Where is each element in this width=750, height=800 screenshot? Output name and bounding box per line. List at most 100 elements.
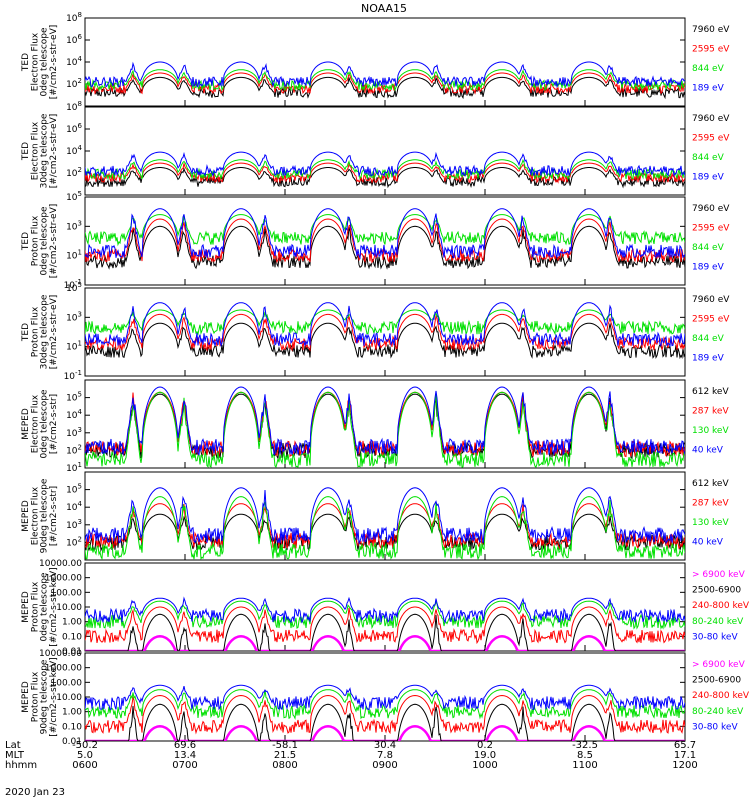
footer-value: 19.0: [474, 750, 496, 761]
series-red: [85, 694, 685, 735]
y-tick-label: 0.10: [62, 722, 82, 732]
legend-entry: 844 eV: [692, 334, 725, 344]
y-tick-label: 105: [66, 391, 82, 404]
panel-frame: [84, 287, 686, 377]
y-tick-label: 101: [66, 249, 82, 262]
y-tick-label: 1.00: [62, 618, 82, 628]
y-tick-label: 100.00: [51, 588, 83, 598]
y-axis-label: MEPEDProton Flux0deg telescope[#/cm2-s-s…: [21, 567, 59, 646]
legend-entry: 287 keV: [692, 407, 729, 417]
panel-frame: [84, 106, 686, 196]
series-group: [85, 487, 685, 560]
legend-entry: 612 keV: [692, 479, 729, 489]
footer-value: 1200: [672, 760, 697, 771]
y-tick-label: 0.01: [62, 647, 82, 657]
series-group: [85, 386, 685, 468]
footer-row-label: hhmm: [5, 760, 37, 771]
legend-entry: 844 eV: [692, 153, 725, 163]
y-tick-label: 10000.00: [39, 649, 82, 659]
date-label: 2020 Jan 23: [5, 787, 65, 798]
y-tick-label: 105: [66, 190, 82, 203]
series-green: [85, 689, 685, 720]
footer-value: 0600: [72, 760, 97, 771]
y-axis-label: MEPEDProton Flux90deg telescope[#/cm2-s-…: [21, 657, 59, 736]
legend-entry: > 6900 keV: [692, 570, 746, 580]
footer-value: 0900: [372, 760, 397, 771]
series-red: [85, 162, 685, 184]
series-blue: [85, 487, 685, 545]
legend-entry: 240-800 keV: [692, 601, 750, 611]
legend-entry: 844 eV: [692, 64, 725, 74]
legend-entry: 130 keV: [692, 426, 729, 436]
y-tick-label: 105: [66, 483, 82, 496]
series-group: [85, 151, 685, 189]
series-red: [85, 72, 685, 96]
y-tick-label: 104: [66, 55, 82, 68]
y-axis-label: MEPEDElectron Flux0deg telescope[#/cm2-s…: [21, 389, 59, 459]
series-group: [85, 596, 685, 651]
series-black: [85, 703, 685, 741]
series-green: [85, 391, 685, 468]
y-tick-label: 100.00: [51, 678, 83, 688]
y-tick-label: 103: [66, 310, 82, 323]
footer-value: 17.1: [674, 750, 696, 761]
series-magenta: [85, 635, 685, 651]
y-tick-label: 0.10: [62, 632, 82, 642]
y-tick-label: 10.00: [56, 693, 82, 703]
y-tick-label: 102: [66, 166, 82, 179]
series-group: [85, 208, 685, 270]
y-tick-label: 1000.00: [45, 574, 82, 584]
y-tick-label: 0.01: [62, 737, 82, 747]
series-black: [85, 613, 685, 651]
legend-entry: 40 keV: [692, 538, 724, 548]
footer-value: -32.5: [572, 740, 598, 751]
panel-meped-proton-0deg: 0.010.101.0010.00100.001000.0010000.00ME…: [21, 559, 750, 657]
legend-entry: 80-240 keV: [692, 617, 744, 627]
series-red: [85, 313, 685, 352]
footer-value: 0700: [172, 760, 197, 771]
y-tick-label: 104: [66, 500, 82, 513]
y-axis-label: MEPEDElectron Flux90deg telescope[#/cm2-…: [21, 478, 59, 553]
series-group: [85, 302, 685, 360]
legend-entry: 40 keV: [692, 446, 724, 456]
footer-row-label: MLT: [5, 750, 25, 761]
legend-entry: 240-800 keV: [692, 691, 750, 701]
legend-entry: 2595 eV: [692, 224, 730, 234]
legend-entry: 2500-6900: [692, 676, 741, 686]
y-tick-label: 106: [66, 33, 82, 46]
footer-axis-labels: Lat -50.2 69.6 -58.1 30.4 0.2 -32.5 65.7 MLT 5.0 1…: [5, 740, 698, 771]
y-tick-label: 10.00: [56, 603, 82, 613]
series-magenta: [85, 725, 685, 741]
legend-entry: 189 eV: [692, 84, 725, 94]
y-axis-label: TEDProton Flux30deg telescope[#/cm2-s-st…: [21, 294, 59, 369]
legend-entry: 30-80 keV: [692, 722, 738, 732]
panel-meped-electron-0deg: 101 102 103 104 105 MEPEDElectron Flux0deg te…: [21, 379, 729, 474]
y-tick-label: 108: [66, 100, 82, 113]
y-tick-label: 108: [66, 11, 82, 24]
panel-meped-proton-90deg: 0.01 0.10 1.00 10.00 100.00 1000.00 10000.00ME…: [21, 649, 750, 747]
series-blue: [85, 386, 685, 456]
footer-value: 0800: [272, 760, 297, 771]
legend-entry: > 6900 keV: [692, 660, 746, 670]
series-black: [85, 167, 685, 189]
legend-entry: 189 eV: [692, 354, 725, 364]
footer-value: -50.2: [72, 740, 98, 751]
panel-ted-electron-0deg: 102 104 106 108 TEDElectron Flux0deg telesco…: [21, 11, 730, 107]
y-tick-label: 106: [66, 122, 82, 135]
legend-entry: 7960 eV: [692, 114, 730, 124]
footer-value: 30.4: [374, 740, 396, 751]
footer-value: 7.8: [377, 750, 393, 761]
panel-meped-electron-90deg: 102 103 104 105 MEPEDElectron Flux90deg tele…: [21, 471, 729, 561]
series-group: [85, 684, 685, 741]
footer-value: -58.1: [272, 740, 298, 751]
series-black: [85, 322, 685, 360]
y-tick-label: 103: [66, 518, 82, 531]
legend-entry: 844 eV: [692, 243, 725, 253]
y-tick-label: 10000.00: [39, 559, 82, 569]
footer-row-label: Lat: [5, 740, 21, 751]
footer-value: 13.4: [174, 750, 196, 761]
legend-entry: 2595 eV: [692, 134, 730, 144]
